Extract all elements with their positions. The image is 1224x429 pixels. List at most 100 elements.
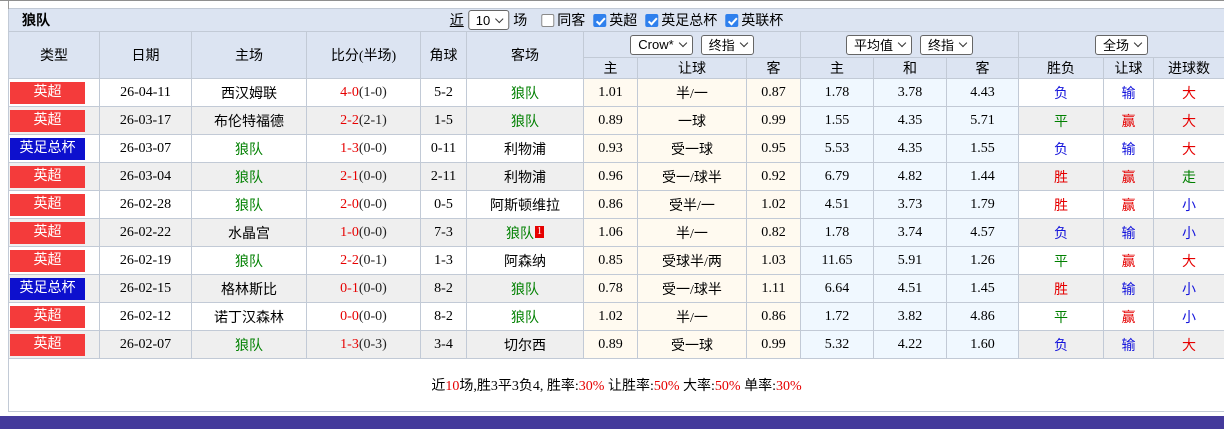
euro-home-odds: 6.64 xyxy=(800,274,874,303)
league-badge: 英超 xyxy=(10,193,85,216)
summary-row: 近10场,胜3平3负4, 胜率:30% 让胜率:50% 大率:50% 单率:30… xyxy=(7,358,1224,412)
league-cell: 英超 xyxy=(8,162,100,191)
recent-count-select[interactable]: 10 xyxy=(467,10,510,30)
checkbox-label[interactable]: 英超 xyxy=(609,14,638,29)
home-team[interactable]: 狼队 xyxy=(235,338,263,354)
fulltime-score: 1-0 xyxy=(340,224,359,240)
euro-stage-select[interactable]: 终指 xyxy=(920,34,974,55)
handicap-away-odds: 0.82 xyxy=(746,218,801,247)
handicap-away-odds: 0.87 xyxy=(746,78,801,107)
bookmaker-select[interactable]: Crow* xyxy=(630,34,693,55)
away-team[interactable]: 阿森纳 xyxy=(504,254,546,270)
away-team-cell[interactable]: 狼队 xyxy=(466,78,584,107)
corners-cell: 1-5 xyxy=(420,106,467,135)
away-team-badge: 1 xyxy=(535,225,544,238)
euro-source-select[interactable]: 平均值 xyxy=(845,34,912,55)
handicap-home-odds: 0.96 xyxy=(583,162,638,191)
home-team-cell[interactable]: 狼队 xyxy=(191,190,307,219)
euro-draw-odds: 3.73 xyxy=(873,190,947,219)
handicap-away-odds: 0.99 xyxy=(746,106,801,135)
table-row: 英超 26-02-22 水晶宫 1-0(0-0) 7-3 狼队 1 1.06 半/… xyxy=(8,218,1224,247)
home-team-cell[interactable]: 狼队 xyxy=(191,330,307,359)
top-divider xyxy=(0,0,1224,9)
home-team[interactable]: 狼队 xyxy=(235,170,263,186)
period-select[interactable]: 全场 xyxy=(1095,34,1149,55)
halftime-score: (0-0) xyxy=(358,308,387,324)
table-row: 英超 26-04-11 西汉姆联 4-0(1-0) 5-2 狼队 1.01 半/… xyxy=(8,78,1224,107)
col-header-date: 日期 xyxy=(99,31,192,79)
league-badge: 英超 xyxy=(10,81,85,104)
filter-controls: 近 10 场 同客 英超 英足总杯 英联杯 xyxy=(450,10,783,30)
home-team[interactable]: 格林斯比 xyxy=(221,282,277,298)
bookmaker-select-value: Crow* xyxy=(638,37,674,52)
home-team[interactable]: 布伦特福德 xyxy=(214,114,284,130)
home-team[interactable]: 西汉姆联 xyxy=(221,86,277,102)
home-team-cell[interactable]: 狼队 xyxy=(191,246,307,275)
away-team[interactable]: 狼队 xyxy=(511,114,539,130)
euro-away-odds: 4.86 xyxy=(946,302,1019,331)
home-team[interactable]: 诺丁汉森林 xyxy=(214,310,284,326)
home-team-cell[interactable]: 西汉姆联 xyxy=(191,78,307,107)
euro-draw-odds: 3.82 xyxy=(873,302,947,331)
unchecked-checkbox[interactable] xyxy=(541,13,555,27)
table-row: 英超 26-02-12 诺丁汉森林 0-0(0-0) 8-2 狼队 1.02 半… xyxy=(8,302,1224,331)
handicap-line: 受球半/两 xyxy=(637,246,747,275)
away-team-cell[interactable]: 切尔西 xyxy=(466,330,584,359)
home-team[interactable]: 狼队 xyxy=(235,254,263,270)
away-team[interactable]: 阿斯顿维拉 xyxy=(490,198,560,214)
col-header-hcp-away: 客 xyxy=(746,57,801,79)
checked-checkbox[interactable] xyxy=(725,13,739,27)
away-team[interactable]: 利物浦 xyxy=(504,170,546,186)
date-cell: 26-02-15 xyxy=(99,274,192,303)
away-team-cell[interactable]: 阿森纳 xyxy=(466,246,584,275)
euro-draw-odds: 4.35 xyxy=(873,134,947,163)
halftime-score: (0-0) xyxy=(358,196,387,212)
away-team[interactable]: 利物浦 xyxy=(504,142,546,158)
euro-draw-odds: 4.35 xyxy=(873,106,947,135)
near-label[interactable]: 近 xyxy=(449,14,464,29)
home-team-cell[interactable]: 水晶宫 xyxy=(191,218,307,247)
home-team[interactable]: 狼队 xyxy=(235,198,263,214)
away-team-cell[interactable]: 狼队 xyxy=(466,302,584,331)
home-team-cell[interactable]: 狼队 xyxy=(191,134,307,163)
away-team[interactable]: 切尔西 xyxy=(504,338,546,354)
checked-checkbox[interactable] xyxy=(645,13,659,27)
handicap-line: 半/一 xyxy=(637,218,747,247)
away-team-cell[interactable]: 狼队 1 xyxy=(466,218,584,247)
euro-draw-odds: 4.51 xyxy=(873,274,947,303)
table-row: 英超 26-03-17 布伦特福德 2-2(2-1) 1-5 狼队 0.89 一… xyxy=(8,106,1224,135)
euro-draw-odds: 5.91 xyxy=(873,246,947,275)
home-team-cell[interactable]: 狼队 xyxy=(191,162,307,191)
score-cell: 0-0(0-0) xyxy=(306,302,421,331)
home-team[interactable]: 狼队 xyxy=(235,142,263,158)
home-team-cell[interactable]: 布伦特福德 xyxy=(191,106,307,135)
checkbox-label[interactable]: 英联杯 xyxy=(741,14,784,29)
result-handicap: 赢 xyxy=(1103,162,1154,191)
score-cell: 0-1(0-0) xyxy=(306,274,421,303)
away-team[interactable]: 狼队 xyxy=(511,282,539,298)
result-handicap: 输 xyxy=(1103,218,1154,247)
date-cell: 26-02-22 xyxy=(99,218,192,247)
home-team-cell[interactable]: 诺丁汉森林 xyxy=(191,302,307,331)
handicap-away-odds: 1.02 xyxy=(746,190,801,219)
euro-home-odds: 4.51 xyxy=(800,190,874,219)
away-team[interactable]: 狼队 xyxy=(511,310,539,326)
away-team-cell[interactable]: 利物浦 xyxy=(466,134,584,163)
checkbox-label[interactable]: 同客 xyxy=(557,14,586,29)
away-team-cell[interactable]: 狼队 xyxy=(466,106,584,135)
euro-away-odds: 4.57 xyxy=(946,218,1019,247)
away-team-cell[interactable]: 阿斯顿维拉 xyxy=(466,190,584,219)
away-team[interactable]: 狼队 xyxy=(506,226,534,242)
away-team-cell[interactable]: 利物浦 xyxy=(466,162,584,191)
league-badge: 英超 xyxy=(10,333,85,356)
checked-checkbox[interactable] xyxy=(593,13,607,27)
checkbox-label[interactable]: 英足总杯 xyxy=(661,14,718,29)
handicap-stage-select[interactable]: 终指 xyxy=(700,34,754,55)
away-team[interactable]: 狼队 xyxy=(511,86,539,102)
date-cell: 26-03-07 xyxy=(99,134,192,163)
away-team-cell[interactable]: 狼队 xyxy=(466,274,584,303)
col-header-result-hcp: 让球 xyxy=(1103,57,1154,79)
home-team-cell[interactable]: 格林斯比 xyxy=(191,274,307,303)
home-team[interactable]: 水晶宫 xyxy=(228,226,270,242)
